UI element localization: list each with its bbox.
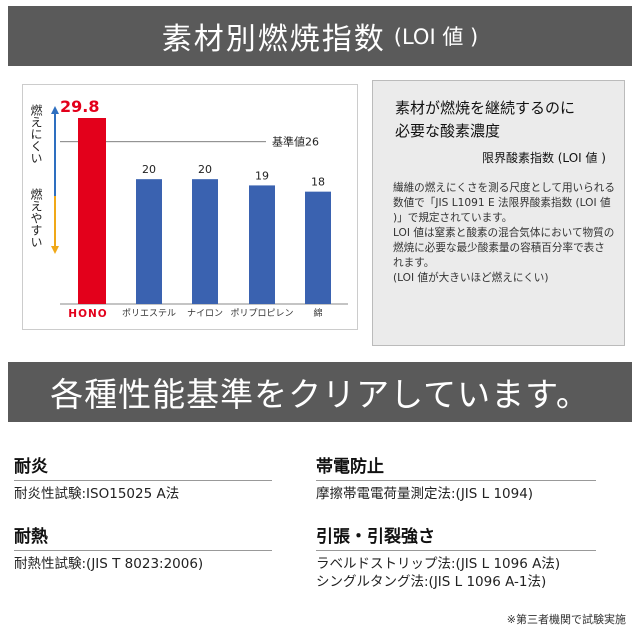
axis-arrow-bottom-head: [51, 246, 59, 254]
perf-heat-resistance: 耐熱 耐熱性試験:(JIS T 8023:2006): [14, 522, 272, 573]
bar-1: [136, 179, 162, 304]
category-label-2: ナイロン: [187, 308, 223, 319]
value-label-3: 19: [255, 169, 269, 182]
banner-subtitle: (LOI 値 ): [393, 25, 479, 49]
axis-label-top: 燃えにくい: [29, 103, 43, 164]
category-label-4: 綿: [313, 307, 322, 319]
info-heading-line1: 素材が燃焼を継続するのに: [395, 99, 576, 117]
axis-label-bottom: 燃えやすい: [29, 187, 43, 248]
bottom-banner: 各種性能基準をクリアしています。: [8, 362, 632, 422]
perf-flame-resistance: 耐炎 耐炎性試験:ISO15025 A法: [14, 452, 272, 503]
info-heading: 素材が燃焼を継続するのに 必要な酸素濃度: [395, 97, 575, 143]
top-banner: 素材別燃焼指数 (LOI 値 ): [8, 6, 632, 66]
axis-arrow-top-head: [51, 106, 59, 114]
reference-label: 基準値26: [272, 135, 319, 149]
category-label-3: ポリプロピレン: [230, 308, 293, 319]
value-label-1: 20: [142, 163, 156, 176]
value-label-4: 18: [311, 176, 325, 189]
info-body: 繊維の燃えにくさを測る尺度として用いられる数値で「JIS L1091 E 法限界…: [393, 181, 615, 286]
value-label-0: 29.8: [60, 97, 99, 116]
category-label-1: ポリエステル: [122, 308, 176, 319]
perf-title: 引張・引裂強さ: [316, 522, 596, 551]
bar-4: [305, 191, 331, 304]
info-para-2: LOI 値は窒素と酸素の混合気体において物質の燃焼に必要な最少酸素量の容積百分率…: [393, 227, 615, 269]
perf-line: 耐炎性試験:ISO15025 A法: [14, 486, 180, 502]
loi-chart: 基準値26 29.8 HONO 20 ポリエステル 20 ナイロン 19 ポリプロピレン 18 綿 燃…: [22, 84, 358, 330]
chart-svg: 基準値26 29.8 HONO 20 ポリエステル 20 ナイロン 19 ポリプロピレン 18 綿 燃…: [22, 84, 358, 330]
footnote: ※第三者機関で試験実施: [506, 613, 626, 626]
bar-2: [192, 179, 218, 304]
value-label-2: 20: [198, 163, 212, 176]
perf-title: 帯電防止: [316, 452, 596, 481]
perf-line: シングルタング法:(JIS L 1096 A-1法): [316, 574, 547, 590]
bottom-banner-title: 各種性能基準をクリアしています。: [50, 375, 590, 414]
bar-3: [249, 185, 275, 304]
info-subheading: 限界酸素指数 (LOI 値 ): [481, 151, 606, 165]
info-para-1: 繊維の燃えにくさを測る尺度として用いられる数値で「JIS L1091 E 法限界…: [393, 182, 615, 224]
perf-title: 耐熱: [14, 522, 272, 551]
perf-antistatic: 帯電防止 摩擦帯電電荷量測定法:(JIS L 1094): [316, 452, 596, 503]
perf-line: ラベルドストリップ法:(JIS L 1096 A法): [316, 556, 561, 572]
perf-tensile-tear-strength: 引張・引裂強さ ラベルドストリップ法:(JIS L 1096 A法) シングルタ…: [316, 522, 596, 591]
info-box: 素材が燃焼を継続するのに 必要な酸素濃度 限界酸素指数 (LOI 値 ) 繊維の…: [372, 80, 625, 346]
banner-title: 素材別燃焼指数: [161, 22, 386, 57]
perf-line: 耐熱性試験:(JIS T 8023:2006): [14, 556, 204, 572]
info-para-3: (LOI 値が大きいほど燃えにくい): [393, 272, 549, 284]
perf-line: 摩擦帯電電荷量測定法:(JIS L 1094): [316, 486, 534, 502]
perf-title: 耐炎: [14, 452, 272, 481]
info-heading-line2: 必要な酸素濃度: [395, 122, 501, 140]
bar-0: [78, 118, 106, 304]
category-label-0: HONO: [68, 308, 107, 320]
